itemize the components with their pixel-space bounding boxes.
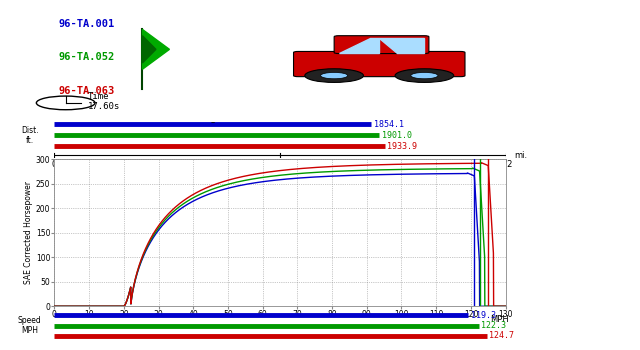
Polygon shape [339,38,380,52]
Circle shape [321,72,348,79]
Text: 124.7: 124.7 [490,331,515,340]
Text: 1/4: 1/4 [273,160,287,168]
Text: 1901.0: 1901.0 [381,131,412,140]
Text: 119.3: 119.3 [470,311,496,320]
Text: 96-TA.001: 96-TA.001 [59,19,115,29]
Circle shape [395,69,454,83]
Text: 0: 0 [52,160,57,168]
Polygon shape [380,38,424,52]
Text: MPH: MPH [490,315,509,324]
Text: 1933.9: 1933.9 [387,142,417,151]
FancyBboxPatch shape [294,51,465,77]
Polygon shape [142,36,156,63]
Text: 96-TA.052: 96-TA.052 [59,52,115,63]
FancyBboxPatch shape [334,36,429,54]
Text: Time: Time [88,92,109,102]
Text: 1/2: 1/2 [499,160,512,168]
Text: Dist.
ft.: Dist. ft. [20,126,38,145]
Circle shape [305,69,364,83]
Polygon shape [142,29,170,69]
Text: Speed
MPH: Speed MPH [18,316,42,335]
Text: –: – [210,118,214,127]
Circle shape [411,72,438,79]
Text: mi.: mi. [515,151,528,160]
Text: 96-TA.063: 96-TA.063 [59,86,115,96]
Text: 1854.1: 1854.1 [374,120,404,129]
Y-axis label: SAE Corrected Horsepower: SAE Corrected Horsepower [24,181,33,284]
Text: 17.60s: 17.60s [88,102,120,111]
Text: 122.3: 122.3 [481,321,506,330]
